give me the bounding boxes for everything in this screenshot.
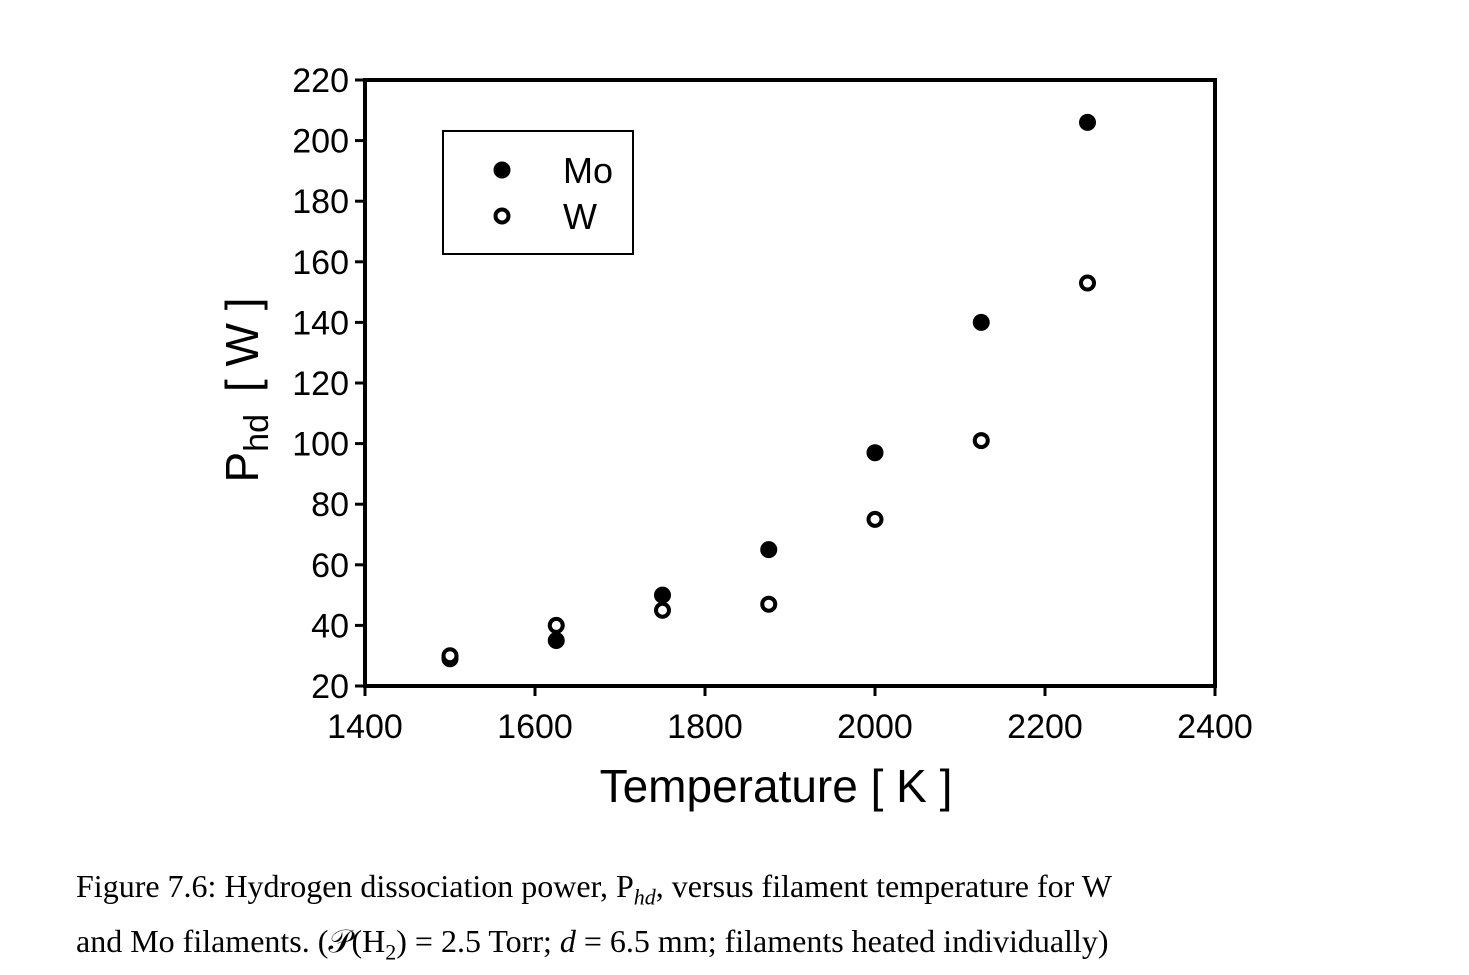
x-tick-label: 1600	[497, 708, 573, 746]
x-axis: 1400 1600 1800 2000 2200 2400	[327, 686, 1253, 746]
data-point-w	[760, 595, 778, 613]
data-point-w	[866, 510, 884, 528]
data-point-w	[547, 616, 565, 634]
y-tick-label: 20	[311, 668, 349, 706]
caption-text-1: Figure 7.6: Hydrogen dissociation power,…	[76, 868, 634, 904]
x-tick-label: 2000	[837, 708, 913, 746]
data-point-w	[972, 432, 990, 450]
y-axis-label-subscript: hd	[238, 414, 276, 452]
caption-symbol-d: d	[559, 923, 576, 960]
data-points	[441, 113, 1096, 668]
y-axis-label-units: [ W ]	[216, 297, 268, 392]
data-point-mo	[866, 444, 884, 462]
y-tick-label: 100	[292, 426, 349, 464]
caption-text-1b: , versus filament temperature for W	[655, 868, 1112, 904]
x-tick-label: 2400	[1177, 708, 1253, 746]
data-point-w	[1079, 274, 1096, 292]
y-tick-label: 200	[292, 123, 349, 161]
data-point-w	[441, 647, 459, 665]
x-tick-label: 2200	[1007, 708, 1083, 746]
data-point-mo	[1079, 113, 1096, 131]
data-point-mo	[547, 632, 565, 650]
y-tick-label: 180	[292, 183, 349, 221]
x-axis-label: Temperature [ K ]	[600, 760, 953, 812]
y-tick-label: 80	[311, 486, 349, 524]
data-point-mo	[654, 586, 671, 604]
y-axis-label: Phd [ W ]	[216, 297, 276, 482]
y-axis-label-symbol: P	[216, 452, 268, 483]
x-tick-label: 1400	[327, 708, 403, 746]
legend-marker-mo	[493, 161, 511, 179]
caption-text-2b: (H	[351, 923, 386, 960]
legend-box	[442, 130, 634, 255]
caption-text-2d: = 6.5 mm; filaments heated individually)	[575, 923, 1109, 960]
y-tick-label: 220	[292, 62, 349, 100]
scatter-chart: 20 40 60 80 100 120 140 160 180 200 220 1400 1600 18…	[216, 62, 1253, 812]
y-axis: 20 40 60 80 100 120 140 160 180 200 220	[292, 62, 365, 706]
caption-line-2: and Mo filaments. (𝒫(H2) = 2.5 Torr; d =…	[76, 919, 1406, 974]
caption-subscript-2: 2	[385, 939, 397, 965]
x-tick-label: 1800	[667, 708, 743, 746]
legend: Mo W	[442, 130, 634, 255]
data-point-mo	[972, 313, 990, 331]
svg-text:Phd[ W ]: Phd [ W ]	[216, 297, 276, 482]
caption-subscript-hd: hd	[633, 884, 656, 910]
y-tick-label: 140	[292, 304, 349, 342]
legend-marker-w	[493, 207, 511, 225]
y-tick-label: 60	[311, 547, 349, 585]
caption-symbol-p: 𝒫	[328, 923, 352, 960]
data-point-w	[654, 601, 671, 619]
figure-caption: Figure 7.6: Hydrogen dissociation power,…	[76, 864, 1406, 975]
legend-label-mo: Mo	[563, 150, 613, 191]
caption-text-2a: and Mo filaments. (	[76, 923, 329, 960]
caption-text-2c: ) = 2.5 Torr;	[396, 923, 560, 960]
data-point-mo	[760, 541, 778, 559]
legend-label-w: W	[563, 196, 597, 237]
y-tick-label: 40	[311, 607, 349, 645]
caption-line-1: Figure 7.6: Hydrogen dissociation power,…	[76, 864, 1406, 919]
y-tick-label: 120	[292, 365, 349, 403]
y-tick-label: 160	[292, 244, 349, 282]
